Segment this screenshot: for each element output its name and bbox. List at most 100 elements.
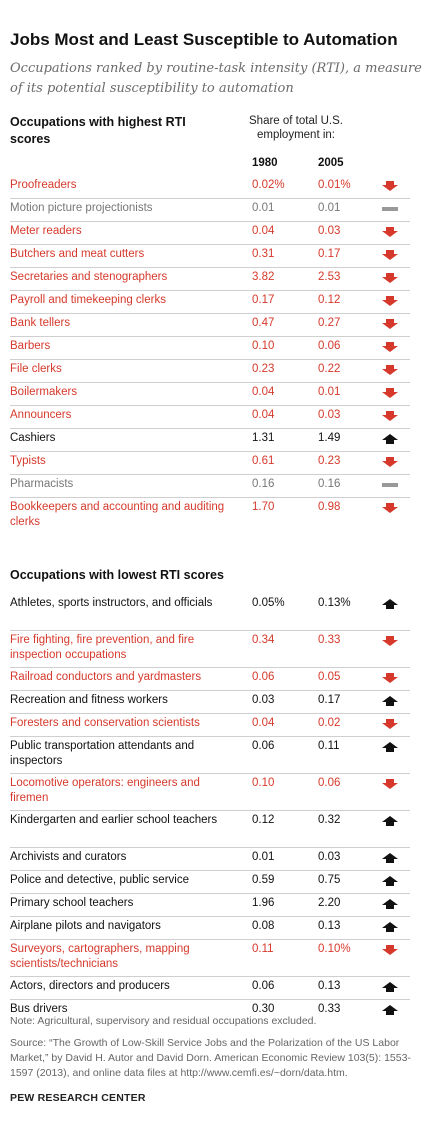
- occupation-name: Recreation and fitness workers: [10, 694, 168, 706]
- arrow-down-icon: [382, 719, 398, 729]
- row-divider: [10, 336, 410, 337]
- occupation-name: Butchers and meat cutters: [10, 248, 145, 260]
- value-1980: 3.82: [252, 271, 275, 283]
- value-1980: 0.59: [252, 874, 275, 886]
- arrow-down-icon: [382, 250, 398, 260]
- value-2005: 0.16: [318, 478, 341, 490]
- table-row: Motion picture projectionists 0.01 0.01: [0, 199, 431, 222]
- value-1980: 0.30: [252, 1003, 275, 1015]
- table-row: Typists 0.61 0.23: [0, 452, 431, 475]
- occupation-name: Announcers: [10, 409, 72, 421]
- value-1980: 0.10: [252, 340, 275, 352]
- table-row: Police and detective, public service 0.59…: [0, 871, 431, 894]
- occupation-name: Bus drivers: [10, 1003, 68, 1015]
- table-row: Railroad conductors and yardmasters 0.06 0…: [0, 668, 431, 691]
- value-2005: 0.01: [318, 386, 341, 398]
- value-1980: 0.17: [252, 294, 275, 306]
- table-row: Public transportation attendants and ins…: [0, 737, 431, 774]
- row-divider: [10, 999, 410, 1000]
- value-1980: 0.12: [252, 814, 275, 826]
- table-row: Bus drivers 0.30 0.33: [0, 1000, 431, 1023]
- arrow-up-icon: [382, 853, 398, 863]
- table-row: Boilermakers 0.04 0.01: [0, 383, 431, 406]
- table-row: Recreation and fitness workers 0.03 0.17: [0, 691, 431, 714]
- row-divider: [10, 667, 410, 668]
- value-2005: 0.27: [318, 317, 341, 329]
- row-divider: [10, 847, 410, 848]
- row-divider: [10, 976, 410, 977]
- arrow-up-icon: [382, 742, 398, 752]
- table-row: Cashiers 1.31 1.49: [0, 429, 431, 452]
- arrow-down-icon: [382, 181, 398, 191]
- value-1980: 1.31: [252, 432, 275, 444]
- row-divider: [10, 428, 410, 429]
- value-2005: 0.13%: [318, 597, 351, 609]
- row-divider: [10, 198, 410, 199]
- row-divider: [10, 870, 410, 871]
- value-2005: 0.23: [318, 455, 341, 467]
- value-1980: 1.70: [252, 501, 275, 513]
- occupation-name: Primary school teachers: [10, 897, 134, 909]
- arrow-down-icon: [382, 388, 398, 398]
- value-1980: 0.04: [252, 386, 275, 398]
- year-header-1980: 1980: [252, 157, 278, 169]
- value-2005: 0.12: [318, 294, 341, 306]
- chart-source: Source: “The Growth of Low-Skill Service…: [10, 1037, 411, 1079]
- occupation-name: Actors, directors and producers: [10, 980, 170, 992]
- value-2005: 0.22: [318, 363, 341, 375]
- occupation-name: Public transportation attendants and ins…: [10, 740, 195, 767]
- pew-research-center-logo: PEW RESEARCH CENTER: [10, 1092, 146, 1104]
- row-divider: [10, 630, 410, 631]
- occupation-name: Secretaries and stenographers: [10, 271, 168, 283]
- arrow-up-icon: [382, 876, 398, 886]
- table-row: Announcers 0.04 0.03: [0, 406, 431, 429]
- value-1980: 0.06: [252, 740, 275, 752]
- arrow-down-icon: [382, 296, 398, 306]
- value-1980: 0.04: [252, 409, 275, 421]
- row-divider: [10, 267, 410, 268]
- value-2005: 0.17: [318, 248, 341, 260]
- chart-note: Note: Agricultural, supervisory and resi…: [10, 1015, 317, 1027]
- value-1980: 1.96: [252, 897, 275, 909]
- arrow-down-icon: [382, 227, 398, 237]
- row-divider: [10, 497, 410, 498]
- value-2005: 0.05: [318, 671, 341, 683]
- row-divider: [10, 290, 410, 291]
- arrow-up-icon: [382, 696, 398, 706]
- arrow-down-icon: [382, 945, 398, 955]
- value-2005: 2.53: [318, 271, 341, 283]
- table-row: Athletes, sports instructors, and offici…: [0, 594, 431, 631]
- value-1980: 0.47: [252, 317, 275, 329]
- arrow-down-icon: [382, 365, 398, 375]
- occupation-name: Locomotive operators: engineers and fire…: [10, 777, 200, 804]
- value-2005: 0.32: [318, 814, 341, 826]
- occupation-name: Cashiers: [10, 432, 56, 444]
- value-2005: 0.02: [318, 717, 341, 729]
- row-divider: [10, 405, 410, 406]
- table-row: Butchers and meat cutters 0.31 0.17: [0, 245, 431, 268]
- value-1980: 0.34: [252, 634, 275, 646]
- arrow-up-icon: [382, 899, 398, 909]
- row-divider: [10, 893, 410, 894]
- value-2005: 0.03: [318, 851, 341, 863]
- value-1980: 0.06: [252, 671, 275, 683]
- table-row: Archivists and curators 0.01 0.03: [0, 848, 431, 871]
- no-change-icon: [382, 207, 398, 211]
- table-row: Bank tellers 0.47 0.27: [0, 314, 431, 337]
- row-divider: [10, 313, 410, 314]
- value-2005: 0.11: [318, 740, 340, 752]
- arrow-up-icon: [382, 434, 398, 444]
- table-row: File clerks 0.23 0.22: [0, 360, 431, 383]
- value-1980: 0.11: [252, 943, 274, 955]
- value-1980: 0.10: [252, 777, 275, 789]
- value-2005: 0.13: [318, 920, 341, 932]
- chart-subtitle: Occupations ranked by routine-task inten…: [10, 61, 422, 96]
- value-1980: 0.61: [252, 455, 275, 467]
- arrow-down-icon: [382, 457, 398, 467]
- occupation-name: Bank tellers: [10, 317, 71, 329]
- value-1980: 0.06: [252, 980, 275, 992]
- occupation-name: Athletes, sports instructors, and offici…: [10, 597, 213, 609]
- occupation-name: Railroad conductors and yardmasters: [10, 671, 202, 683]
- arrow-down-icon: [382, 319, 398, 329]
